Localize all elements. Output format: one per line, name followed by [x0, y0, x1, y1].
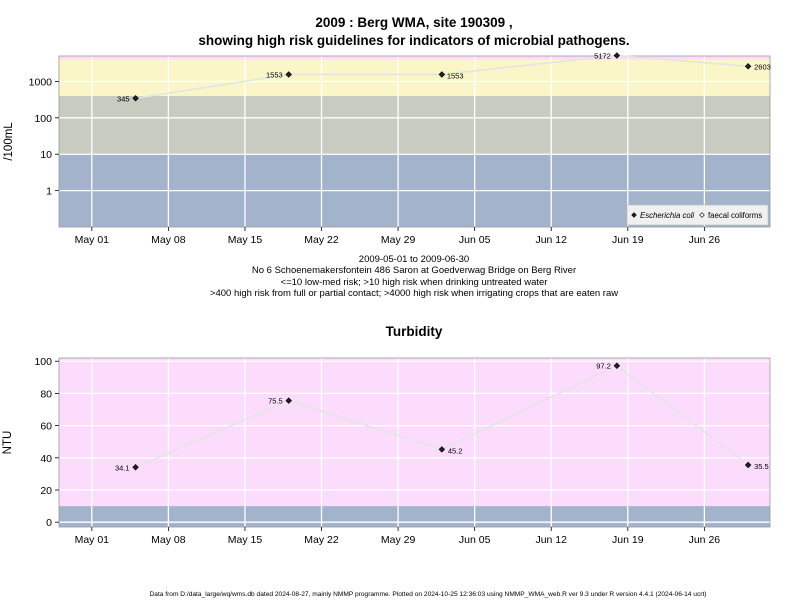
data-label-0-4: 2603 — [754, 62, 771, 71]
legend-label-1: faecal coliforms — [708, 211, 762, 220]
y-tick-label-1: 20 — [40, 485, 52, 497]
data-point-0-3 — [613, 52, 621, 59]
data-point-0-0 — [132, 95, 139, 102]
chart1-title-line2: showing high risk guidelines for indicat… — [198, 33, 629, 48]
x-tick-label-7: Jun 19 — [612, 234, 644, 246]
x-tick-label-1: May 08 — [151, 534, 186, 546]
x-tick-label-0: May 01 — [75, 534, 110, 546]
y-tick-label-0: 0 — [46, 517, 52, 529]
caption-line-2: No 6 Schoenemakersfontein 486 Saron at G… — [252, 265, 576, 276]
data-point-0-4 — [744, 63, 752, 70]
risk-band-1 — [59, 358, 770, 507]
data-point-0-1 — [285, 397, 292, 404]
y-tick-label-5: 100 — [34, 356, 52, 368]
data-label-0-2: 1553 — [447, 71, 464, 80]
legend-marker-1 — [699, 212, 705, 218]
legend-marker-0 — [631, 212, 637, 218]
x-tick-label-4: May 29 — [381, 534, 416, 546]
legend-label-0: Escherichia coli — [640, 211, 694, 220]
data-point-0-0 — [132, 464, 139, 471]
data-label-0-0: 345 — [117, 94, 130, 103]
data-label-0-0: 34.1 — [115, 463, 130, 472]
data-point-0-4 — [744, 461, 752, 469]
data-point-0-1 — [285, 71, 292, 78]
x-tick-label-5: Jun 05 — [459, 534, 491, 546]
y-axis-label: /100mL — [3, 122, 15, 161]
x-tick-label-2: May 15 — [228, 234, 263, 246]
y-tick-label-1: 10 — [40, 149, 52, 161]
caption-line-4: >400 high risk from full or partial cont… — [210, 288, 618, 299]
risk-band-0 — [59, 506, 770, 527]
turbidity-chart: May 01 May 08 May 15 May 22 May 29 Jun 05 Jun … — [2, 356, 771, 546]
plot-frame — [58, 357, 771, 528]
ecoli-chart: May 01 May 08 May 15 May 22 May 29 Jun 05 Jun … — [3, 51, 771, 246]
x-tick-label-5: Jun 05 — [459, 234, 491, 246]
y-axis-label: NTU — [2, 431, 14, 455]
data-label-0-1: 1553 — [266, 70, 283, 79]
data-label-0-4: 35.5 — [754, 462, 769, 471]
x-tick-label-8: Jun 26 — [689, 234, 721, 246]
plot-frame — [58, 55, 771, 228]
y-tick-label-0: 1 — [46, 186, 52, 198]
x-tick-label-2: May 15 — [228, 534, 263, 546]
data-point-0-2 — [438, 71, 446, 78]
x-tick-label-8: Jun 26 — [689, 534, 721, 546]
x-tick-label-3: May 22 — [304, 234, 339, 246]
x-tick-label-6: Jun 12 — [535, 534, 567, 546]
risk-band-1 — [59, 95, 770, 155]
x-tick-label-1: May 08 — [151, 234, 186, 246]
legend-box — [626, 204, 769, 226]
data-label-0-3: 97.2 — [596, 362, 611, 371]
caption-line-1: 2009-05-01 to 2009-06-30 — [359, 254, 469, 265]
x-tick-label-4: May 29 — [381, 234, 416, 246]
data-point-0-2 — [438, 446, 446, 453]
y-tick-label-2: 100 — [34, 113, 52, 125]
chart1-title-line1: 2009 : Berg WMA, site 190309 , — [315, 15, 512, 30]
data-point-0-3 — [613, 362, 621, 369]
risk-band-2 — [59, 59, 770, 96]
y-tick-label-4: 80 — [40, 388, 52, 400]
data-label-0-1: 75.5 — [268, 397, 283, 406]
risk-band-3 — [59, 56, 770, 60]
y-tick-label-3: 60 — [40, 421, 52, 433]
x-tick-label-6: Jun 12 — [535, 234, 567, 246]
data-label-0-2: 45.2 — [448, 446, 463, 455]
x-tick-label-3: May 22 — [304, 534, 339, 546]
y-tick-label-3: 1000 — [29, 76, 53, 88]
data-label-0-3: 5172 — [594, 51, 611, 60]
chart2-title: Turbidity — [386, 324, 443, 339]
footer-note: Data from D:/data_large/wq/wms.db dated … — [150, 591, 707, 598]
x-tick-label-0: May 01 — [75, 234, 110, 246]
legend: Escherichia coli faecal coliforms — [626, 204, 769, 226]
y-tick-label-2: 40 — [40, 453, 52, 465]
caption-line-3: <=10 low-med risk; >10 high risk when dr… — [281, 277, 548, 288]
x-tick-label-7: Jun 19 — [612, 534, 644, 546]
